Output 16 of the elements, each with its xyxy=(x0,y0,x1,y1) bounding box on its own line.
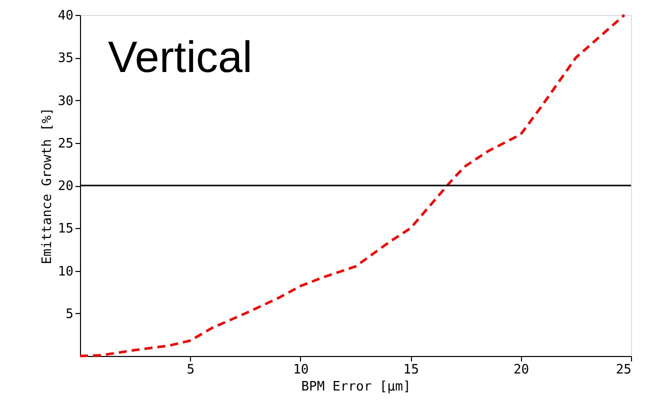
y-tick-label: 30 xyxy=(58,94,74,109)
y-tick-label: 40 xyxy=(58,8,74,24)
y-tick-label: 35 xyxy=(58,51,74,66)
x-tick-label: 20 xyxy=(513,362,530,378)
x-tick-label: 5 xyxy=(186,362,195,378)
x-axis-title: BPM Error [μm] xyxy=(301,380,411,394)
annotation: Vertical xyxy=(108,33,252,82)
y-tick-label: 5 xyxy=(66,306,74,322)
x-tick-label: 15 xyxy=(403,362,419,378)
y-axis-title: Emittance Growth [%] xyxy=(40,108,55,264)
y-tick-label: 15 xyxy=(58,222,74,237)
y-tick-label: 25 xyxy=(58,136,74,152)
y-tick-label: 20 xyxy=(58,179,74,194)
x-tick-label: 25 xyxy=(616,362,632,378)
x-tick-label: 10 xyxy=(293,362,309,378)
y-tick-label: 10 xyxy=(58,264,74,280)
